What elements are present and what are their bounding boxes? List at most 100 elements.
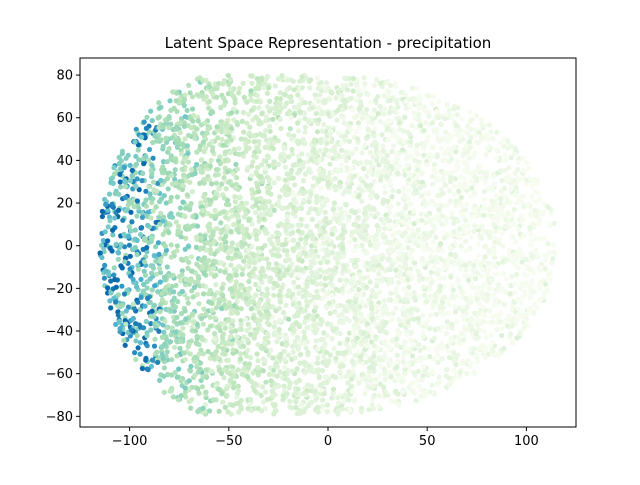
scatter-point: [238, 351, 244, 357]
scatter-point: [394, 336, 400, 342]
scatter-point: [513, 239, 519, 245]
scatter-point: [261, 132, 267, 138]
scatter-point: [277, 317, 283, 323]
scatter-point: [537, 216, 543, 223]
scatter-point: [320, 359, 326, 366]
scatter-point: [274, 339, 280, 345]
scatter-point: [189, 94, 196, 100]
scatter-point: [166, 146, 172, 152]
scatter-point: [284, 213, 290, 219]
scatter-point: [303, 363, 309, 369]
scatter-point: [214, 124, 220, 130]
scatter-point: [496, 240, 502, 246]
scatter-point: [294, 206, 300, 212]
scatter-point: [402, 259, 408, 265]
scatter-point: [250, 195, 256, 201]
scatter-point: [211, 273, 217, 279]
scatter-point: [408, 311, 414, 317]
scatter-point: [207, 323, 214, 329]
scatter-point: [338, 374, 344, 380]
scatter-point: [235, 400, 241, 406]
scatter-point: [332, 309, 338, 315]
scatter-point: [344, 316, 350, 322]
scatter-point: [423, 321, 429, 328]
scatter-point: [252, 190, 258, 196]
scatter-point: [407, 251, 413, 257]
scatter-point: [262, 227, 268, 233]
scatter-point: [179, 268, 185, 274]
scatter-point: [148, 313, 154, 319]
scatter-point: [233, 161, 239, 167]
scatter-point: [481, 282, 487, 288]
scatter-point: [490, 235, 496, 241]
scatter-point: [131, 305, 137, 311]
scatter-point: [452, 309, 458, 315]
scatter-point: [512, 170, 518, 176]
scatter-point: [111, 272, 117, 278]
scatter-point: [496, 287, 502, 293]
scatter-point: [290, 291, 296, 297]
scatter-point: [216, 408, 222, 414]
scatter-point: [506, 254, 512, 260]
scatter-point: [364, 223, 370, 229]
scatter-point: [475, 270, 481, 276]
scatter-point: [273, 121, 279, 127]
scatter-point: [336, 319, 343, 325]
scatter-point: [170, 272, 176, 278]
scatter-point: [128, 228, 134, 234]
scatter-point: [267, 207, 273, 213]
scatter-point: [198, 257, 204, 263]
scatter-point: [332, 211, 338, 217]
scatter-point: [244, 353, 250, 359]
scatter-point: [228, 86, 234, 92]
scatter-point: [314, 326, 320, 332]
scatter-point: [307, 77, 314, 83]
scatter-point: [225, 224, 231, 230]
scatter-point: [227, 303, 233, 309]
scatter-point: [315, 211, 321, 217]
scatter-point: [477, 169, 483, 175]
scatter-point: [167, 222, 173, 228]
scatter-point: [534, 180, 541, 186]
scatter-point: [320, 336, 326, 343]
scatter-point: [396, 188, 402, 194]
scatter-point: [381, 159, 387, 165]
scatter-point: [285, 267, 291, 273]
scatter-point: [406, 187, 412, 193]
scatter-point: [346, 397, 352, 403]
scatter-point: [298, 96, 304, 102]
scatter-point: [286, 131, 292, 138]
scatter-point: [265, 315, 271, 321]
scatter-point: [294, 334, 300, 340]
scatter-point: [448, 197, 454, 204]
scatter-point: [212, 330, 218, 337]
scatter-point: [483, 152, 489, 158]
scatter-point: [317, 157, 323, 163]
scatter-point: [279, 284, 285, 290]
scatter-point: [322, 209, 328, 215]
scatter-point: [509, 323, 515, 329]
scatter-point: [111, 265, 117, 271]
scatter-point: [382, 350, 388, 356]
scatter-point: [371, 107, 377, 113]
scatter-point: [520, 155, 526, 161]
scatter-point: [407, 219, 413, 225]
scatter-point: [381, 197, 387, 203]
scatter-point: [331, 200, 337, 206]
scatter-point: [451, 191, 458, 197]
scatter-point: [405, 245, 411, 251]
scatter-point: [305, 382, 311, 388]
scatter-point: [307, 253, 313, 259]
scatter-point: [465, 149, 471, 155]
scatter-point: [334, 408, 340, 414]
scatter-point: [473, 336, 479, 342]
scatter-point: [122, 194, 128, 201]
scatter-point: [324, 196, 330, 203]
scatter-point: [304, 298, 310, 304]
scatter-point: [498, 311, 504, 317]
scatter-point: [367, 242, 373, 248]
scatter-point: [490, 314, 496, 320]
scatter-point: [481, 318, 487, 325]
scatter-point: [387, 224, 393, 230]
scatter-point: [533, 213, 539, 219]
